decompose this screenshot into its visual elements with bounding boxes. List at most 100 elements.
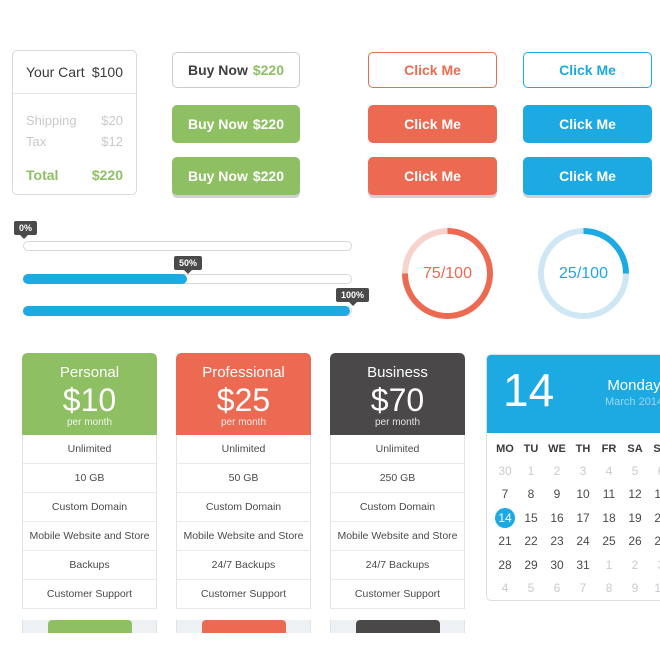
click-me-red-filled-button[interactable]: Click Me [368, 105, 497, 143]
plan-signup-button[interactable] [355, 620, 440, 633]
calendar-card: 14 Monday March 2014 MOTUWETHFRSASU 3012… [486, 354, 660, 601]
calendar-weekday-label: SU [653, 443, 660, 455]
buy-now-filled-button[interactable]: Buy Now $220 [172, 105, 300, 143]
calendar-date-cell[interactable]: 5 [631, 463, 639, 478]
calendar-date-cell[interactable]: 8 [527, 487, 535, 502]
buy-now-price: $220 [252, 168, 285, 184]
calendar-month-year: March 2014 [604, 396, 660, 408]
calendar-date-cell[interactable]: 30 [550, 557, 564, 572]
plan-card-professional: Professional $25 per month Unlimited 50 G… [176, 353, 311, 633]
calendar-date-cell[interactable]: 9 [553, 487, 561, 502]
calendar-date-cell[interactable]: 11 [602, 487, 616, 502]
plan-card-business: Business $70 per month Unlimited 250 GB Cu… [330, 353, 465, 633]
calendar-date-cell[interactable]: 15 [524, 510, 538, 525]
plan-name: Personal [59, 364, 120, 381]
calendar-date-cell[interactable]: 21 [498, 534, 512, 549]
calendar-header-right: Monday March 2014 [585, 377, 660, 408]
plan-feature: Custom Domain [331, 493, 464, 522]
calendar-date-cell[interactable]: 31 [576, 557, 590, 572]
calendar-date-cell[interactable]: 30 [498, 463, 512, 478]
calendar-weekday-label: MO [496, 443, 514, 455]
plan-signup-button[interactable] [201, 620, 286, 633]
calendar-date-cell[interactable]: 16 [550, 510, 564, 525]
plan-feature: Unlimited [177, 435, 310, 464]
calendar-date-cell[interactable]: 3 [648, 553, 660, 577]
calendar-date-selected[interactable]: 14 [492, 506, 518, 530]
progress-tooltip-0: 0% [14, 221, 38, 239]
calendar-date-cell[interactable]: 22 [524, 534, 538, 549]
calendar-weekday-label: SA [627, 443, 643, 455]
buy-now-outline-button[interactable]: Buy Now $220 [172, 52, 300, 88]
calendar-weekday-label: FR [601, 443, 617, 455]
calendar-date-cell[interactable]: 28 [498, 557, 512, 572]
calendar-date-cell[interactable]: 12 [628, 487, 642, 502]
calendar-date-cell[interactable]: 24 [576, 534, 590, 549]
cart-body: Shipping $20 Tax $12 Total $220 [13, 94, 136, 183]
plan-name: Business [367, 364, 428, 381]
calendar-date-cell[interactable]: 2 [631, 557, 639, 572]
plan-feature: 10 GB [23, 464, 156, 493]
calendar-date-cell[interactable]: 9 [631, 581, 639, 596]
calendar-date-cell[interactable]: 4 [501, 581, 509, 596]
progress-bar-empty [23, 241, 352, 251]
click-me-label: Click Me [559, 116, 616, 132]
plan-feature: Backups [23, 551, 156, 580]
total-value: $220 [91, 167, 123, 183]
calendar-date-cell[interactable]: 8 [605, 581, 613, 596]
plan-feature-list: Unlimited 50 GB Custom Domain Mobile Websit… [176, 435, 311, 609]
calendar-date-cell[interactable]: 26 [628, 534, 642, 549]
calendar-day-name: Monday [607, 377, 660, 394]
calendar-date-cell[interactable]: 1 [527, 463, 535, 478]
radial-progress-label: 25/100 [559, 264, 608, 282]
buy-now-label: Buy Now [187, 62, 248, 78]
radial-progress-label: 75/100 [423, 264, 472, 282]
calendar-date-cell[interactable]: 7 [579, 581, 587, 596]
calendar-date-cell[interactable]: 6 [648, 459, 660, 483]
calendar-weekday-label: TH [575, 443, 591, 455]
calendar-date-cell[interactable]: 18 [602, 510, 616, 525]
progress-tooltip-100: 100% [336, 288, 370, 306]
calendar-date-cell[interactable]: 1 [605, 557, 613, 572]
plan-footer [330, 620, 465, 633]
click-me-blue-outline-button[interactable]: Click Me [523, 52, 652, 88]
calendar-date-cell[interactable]: 23 [550, 534, 564, 549]
calendar-date-cell[interactable]: 29 [524, 557, 538, 572]
buy-now-label: Buy Now [187, 168, 248, 184]
progress-bar-fill [23, 274, 187, 284]
plan-feature: Mobile Website and Store [177, 522, 310, 551]
calendar-weekday-label: TU [523, 443, 539, 455]
calendar-date-cell[interactable]: 5 [527, 581, 535, 596]
click-me-blue-filled-button[interactable]: Click Me [523, 105, 652, 143]
calendar-day-number: 14 [503, 364, 555, 416]
plan-signup-button[interactable] [47, 620, 132, 633]
progress-tooltip-50: 50% [174, 256, 203, 274]
calendar-date-cell[interactable]: 27 [654, 534, 660, 549]
click-me-red-outline-button[interactable]: Click Me [368, 52, 497, 88]
calendar-date-cell[interactable]: 17 [576, 510, 590, 525]
plan-feature: 24/7 Backups [331, 551, 464, 580]
click-me-red-pressed-button[interactable]: Click Me [368, 157, 497, 195]
calendar-date-cell[interactable]: 2 [553, 463, 561, 478]
calendar-date-cell[interactable]: 19 [628, 510, 642, 525]
calendar-date-cell[interactable]: 3 [579, 463, 587, 478]
plan-feature: Customer Support [177, 580, 310, 609]
calendar-date-cell[interactable]: 10 [576, 487, 590, 502]
radial-progress-inner: 25/100 [544, 234, 623, 313]
calendar-weekday-row: MO TU WE TH FR SA SU [487, 433, 660, 455]
cart-line-shipping: Shipping $20 [26, 110, 123, 131]
calendar-date-cell[interactable]: 4 [605, 463, 613, 478]
calendar-date-cell[interactable]: 25 [602, 534, 616, 549]
plan-period: per month [374, 417, 421, 428]
cart-line-tax: Tax $12 [26, 131, 123, 152]
calendar-date-cell[interactable]: 7 [501, 487, 509, 502]
calendar-date-cell[interactable]: 13 [654, 487, 660, 502]
plan-header: Professional $25 per month [176, 353, 311, 435]
click-me-label: Click Me [404, 62, 461, 78]
calendar-date-cell[interactable]: 20 [654, 510, 660, 525]
plan-header: Personal $10 per month [22, 353, 157, 435]
calendar-date-cell[interactable]: 6 [553, 581, 561, 596]
calendar-date-cell[interactable]: 10 [654, 581, 660, 596]
click-me-blue-pressed-button[interactable]: Click Me [523, 157, 652, 195]
buy-now-pressed-button[interactable]: Buy Now $220 [172, 157, 300, 195]
